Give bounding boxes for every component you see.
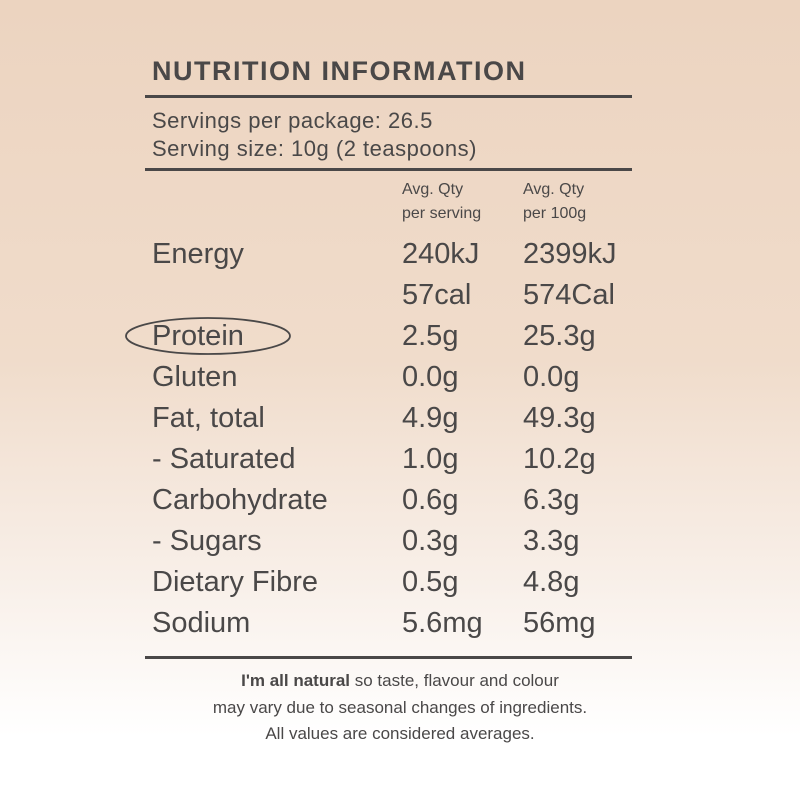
per-serving: 2.5g bbox=[402, 320, 459, 352]
per-serving: 0.3g bbox=[402, 525, 459, 557]
footer-line: I'm all natural so taste, flavour and co… bbox=[0, 672, 800, 689]
nutrient-label: Fat, total bbox=[152, 402, 265, 434]
footer-line: All values are considered averages. bbox=[265, 724, 535, 743]
per-100g: 10.2g bbox=[523, 443, 596, 475]
footer-line: may vary due to seasonal changes of ingr… bbox=[212, 698, 588, 717]
column-header: Avg. Qty bbox=[402, 181, 464, 198]
circle bbox=[125, 317, 291, 355]
per-100g: 0.0g bbox=[523, 361, 580, 393]
footer-text: so taste, flavour and colour bbox=[354, 671, 559, 690]
nutrient-label: - Saturated bbox=[152, 443, 296, 475]
per-100g: 56mg bbox=[523, 607, 596, 639]
title: NUTRITION INFORMATION bbox=[152, 56, 527, 86]
column-header: per 100g bbox=[523, 205, 587, 222]
per-serving: 0.5g bbox=[402, 566, 459, 598]
per-100g: 49.3g bbox=[523, 402, 596, 434]
nutrient-label: Energy bbox=[152, 238, 244, 270]
per-serving: 240kJ bbox=[402, 238, 480, 270]
rule bbox=[145, 656, 632, 659]
per-serving: 0.6g bbox=[402, 484, 459, 516]
per-serving: 57cal bbox=[402, 279, 472, 311]
column-header: per serving bbox=[402, 205, 482, 222]
nutrient-label: Sodium bbox=[152, 607, 251, 639]
per-100g: 25.3g bbox=[523, 320, 596, 352]
per-serving: 1.0g bbox=[402, 443, 459, 475]
footer-bold: I'm all natural bbox=[241, 671, 351, 690]
serving-size: Serving size: 10g (2 teaspoons) bbox=[152, 136, 477, 161]
nutrient-label: Carbohydrate bbox=[152, 484, 328, 516]
column-header: Avg. Qty bbox=[523, 181, 585, 198]
per-100g: 574Cal bbox=[523, 279, 615, 311]
nutrient-label: Dietary Fibre bbox=[152, 566, 318, 598]
per-100g: 4.8g bbox=[523, 566, 580, 598]
nutrient-label: Gluten bbox=[152, 361, 238, 393]
nutrient-label: Protein bbox=[152, 320, 244, 352]
per-100g: 3.3g bbox=[523, 525, 580, 557]
per-serving: 0.0g bbox=[402, 361, 459, 393]
servings-per-package: Servings per package: 26.5 bbox=[152, 108, 433, 133]
rule bbox=[145, 168, 632, 171]
per-serving: 5.6mg bbox=[402, 607, 483, 639]
per-100g: 2399kJ bbox=[523, 238, 617, 270]
per-serving: 4.9g bbox=[402, 402, 459, 434]
rule bbox=[145, 95, 632, 98]
nutrient-label: - Sugars bbox=[152, 525, 262, 557]
per-100g: 6.3g bbox=[523, 484, 580, 516]
